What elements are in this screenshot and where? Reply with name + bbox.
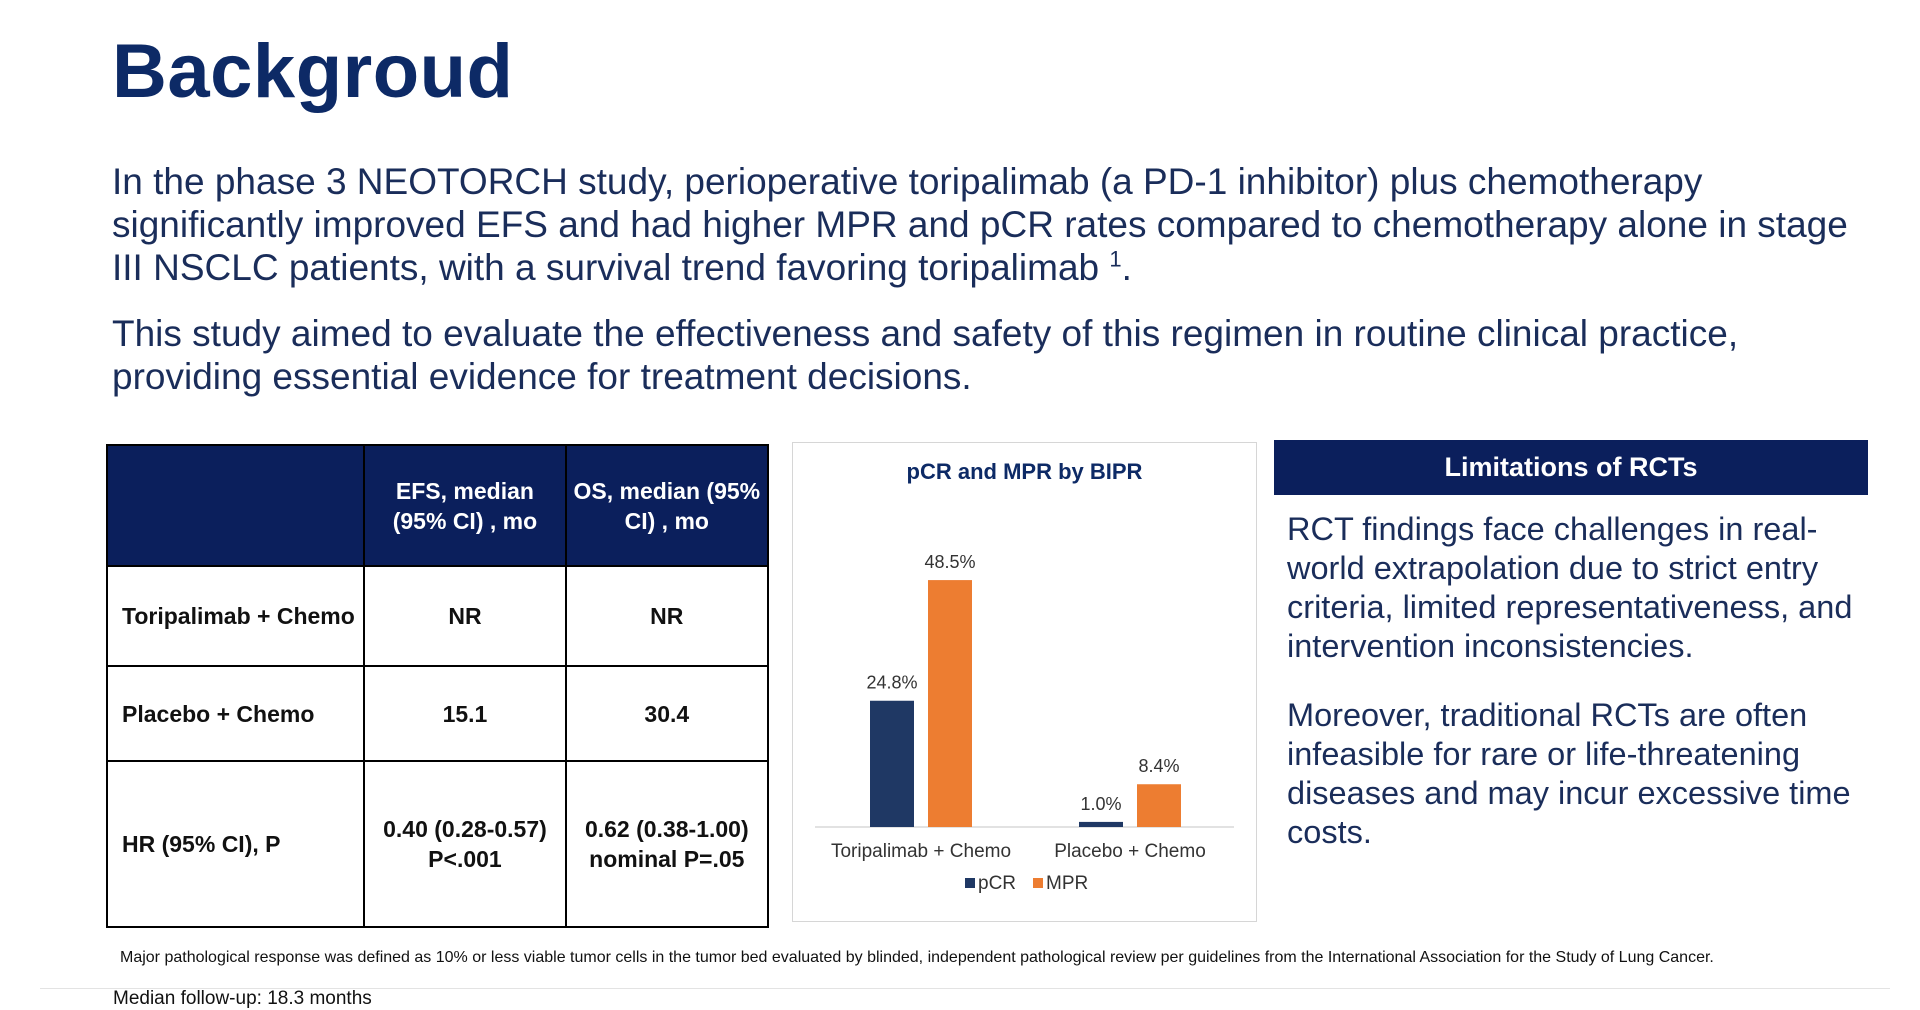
table-header-efs: EFS, median (95% CI) , mo — [363, 444, 567, 567]
os-value: 30.4 — [564, 665, 770, 762]
bar-mpr — [928, 580, 972, 827]
table-header-row: EFS, median (95% CI) , mo OS, median (95… — [105, 444, 770, 567]
intro-paragraph-1: In the phase 3 NEOTORCH study, periopera… — [112, 161, 1848, 288]
chart-title: pCR and MPR by BIPR — [907, 459, 1143, 484]
limitations-header: Limitations of RCTs — [1274, 440, 1868, 495]
table-header-os: OS, median (95% CI) , mo — [564, 444, 770, 567]
table-header-cell — [105, 444, 366, 567]
x-tick-label: Placebo + Chemo — [1054, 841, 1206, 862]
legend-label: MPR — [1046, 873, 1088, 894]
row-label: HR (95% CI), P — [105, 760, 366, 928]
table-row: Placebo + Chemo 15.1 30.4 — [105, 665, 770, 762]
efs-value: 15.1 — [363, 665, 567, 762]
footnote: Major pathological response was defined … — [120, 949, 1714, 966]
divider — [40, 988, 1890, 989]
table-row: HR (95% CI), P 0.40 (0.28-0.57) P<.001 0… — [105, 760, 770, 928]
follow-up-note: Median follow-up: 18.3 months — [113, 988, 372, 1009]
row-label: Toripalimab + Chemo — [105, 565, 366, 667]
legend-label: pCR — [978, 873, 1016, 894]
legend-swatch — [965, 878, 975, 888]
data-label: 48.5% — [924, 552, 975, 572]
intro-paragraph-2: This study aimed to evaluate the effecti… — [112, 313, 1739, 397]
bar-chart-svg: pCR and MPR by BIPR 24.8% 48.5% Toripalimab… — [815, 459, 1234, 894]
page-title: Backgroud — [112, 29, 514, 114]
bar-chart: pCR and MPR by BIPR 24.8% 48.5% Toripalimab… — [792, 442, 1257, 922]
limitations-paragraph-1: RCT findings face challenges in real-wor… — [1287, 511, 1853, 664]
row-label: Placebo + Chemo — [105, 665, 366, 762]
x-tick-label: Toripalimab + Chemo — [831, 841, 1011, 862]
bar-pcr — [870, 700, 914, 827]
reference-superscript: 1 — [1109, 246, 1122, 272]
limitations-paragraph-2: Moreover, traditional RCTs are often inf… — [1287, 697, 1851, 850]
efs-value: 0.40 (0.28-0.57) P<.001 — [363, 760, 567, 928]
bar-mpr — [1137, 784, 1181, 827]
bar-pcr — [1079, 821, 1123, 827]
efs-value: NR — [363, 565, 567, 667]
data-label: 24.8% — [866, 673, 917, 693]
data-label: 1.0% — [1080, 794, 1121, 814]
table-row: Toripalimab + Chemo NR NR — [105, 565, 770, 667]
os-value: NR — [564, 565, 770, 667]
legend-swatch — [1033, 878, 1043, 888]
os-value: 0.62 (0.38-1.00) nominal P=.05 — [564, 760, 770, 928]
results-table: EFS, median (95% CI) , mo OS, median (95… — [105, 444, 770, 928]
data-label: 8.4% — [1138, 756, 1179, 776]
